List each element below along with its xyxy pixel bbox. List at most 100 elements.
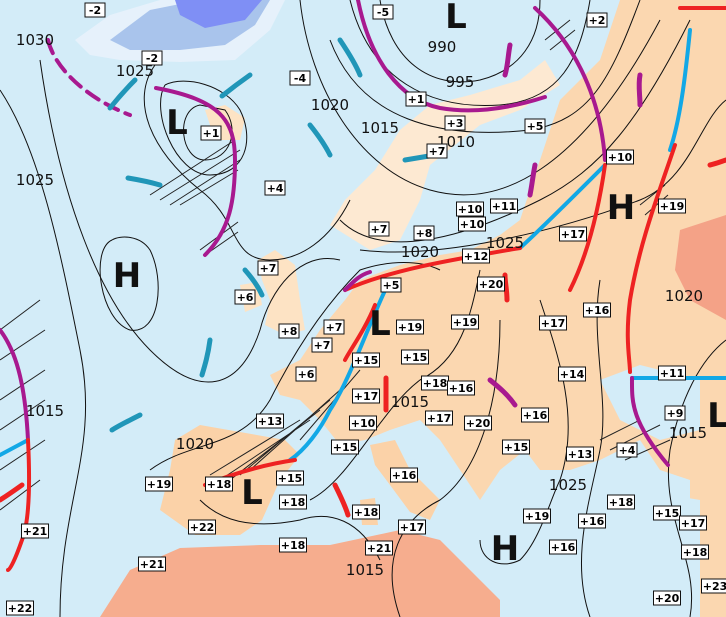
occluded-front-russia <box>533 6 607 162</box>
temperature-value: +18 <box>683 546 708 559</box>
temperature-value: +13 <box>568 448 593 461</box>
temperature-value: +6 <box>237 291 254 304</box>
occluded-front-north <box>356 0 547 113</box>
temperature-label: +15 <box>401 349 429 365</box>
temperature-label-box <box>352 352 380 368</box>
temperature-label-box <box>607 494 635 510</box>
temperature-label-box <box>578 513 606 529</box>
temperature-value: +16 <box>392 469 417 482</box>
temperature-label-box <box>138 556 166 572</box>
temperature-value: +15 <box>278 472 303 485</box>
temperature-label: +2 <box>586 12 608 28</box>
temperature-label: +6 <box>234 289 256 305</box>
temperature-value: +6 <box>298 368 315 381</box>
temperature-label-box <box>311 337 333 353</box>
temperature-value: +1 <box>203 127 220 140</box>
temperature-label-box <box>451 314 479 330</box>
hot-russia <box>675 215 726 320</box>
temperature-label: +8 <box>413 225 435 241</box>
temperature-value: +19 <box>525 510 550 523</box>
temperature-value: +7 <box>260 262 277 275</box>
temperature-label: +15 <box>502 439 530 455</box>
temperature-value: +7 <box>326 321 343 334</box>
temperature-label-box <box>664 405 686 421</box>
temperature-value: +18 <box>281 539 306 552</box>
temperature-value: +10 <box>351 417 376 430</box>
warm-front-central-south <box>343 303 377 362</box>
low-pressure-label: L <box>707 396 726 436</box>
temperature-label: +17 <box>539 315 567 331</box>
temperature-label: +15 <box>276 470 304 486</box>
temperature-label: -2 <box>84 2 106 18</box>
temperature-label-box <box>205 476 233 492</box>
temperature-label-box <box>586 12 608 28</box>
temperature-value: +16 <box>585 304 610 317</box>
temperature-label: +14 <box>558 366 586 382</box>
temperature-label: +20 <box>653 590 681 606</box>
temperature-value: +19 <box>147 478 172 491</box>
high-pressure-label: H <box>113 256 141 296</box>
temperature-label: +17 <box>559 226 587 242</box>
warm-front-russia <box>568 163 607 292</box>
uk-ireland <box>240 250 305 335</box>
wind-arrows <box>0 37 726 518</box>
temperature-value: +21 <box>23 525 48 538</box>
temperature-label-box <box>365 540 393 556</box>
temperature-value: +16 <box>523 409 548 422</box>
occluded-front-iceland <box>154 86 238 257</box>
temperature-label: +16 <box>521 407 549 423</box>
temperature-value: +11 <box>660 367 685 380</box>
temperature-label: +17 <box>679 515 707 531</box>
temperature-label-box <box>84 2 106 18</box>
black-sea <box>600 365 700 440</box>
temperature-value: +17 <box>681 517 706 530</box>
temperature-value: +16 <box>449 382 474 395</box>
temperature-label-box <box>256 413 284 429</box>
temperature-value: +18 <box>281 496 306 509</box>
temperature-label-box <box>279 537 307 553</box>
temperature-label-box <box>502 439 530 455</box>
temperature-label: +22 <box>188 519 216 535</box>
temperature-label: +10 <box>606 149 634 165</box>
temperature-label: +7 <box>311 337 333 353</box>
pressure-systems: L H L H L L H L <box>113 0 726 569</box>
temperature-value: +16 <box>580 515 605 528</box>
isobar-label: 1020 <box>311 96 349 114</box>
temperature-value: +21 <box>367 542 392 555</box>
temperature-label-box <box>279 494 307 510</box>
temperature-value: +5 <box>383 279 400 292</box>
temperature-value: +19 <box>453 316 478 329</box>
temperature-label: +12 <box>462 248 490 264</box>
temperature-label: +13 <box>566 446 594 462</box>
temperature-value: +16 <box>551 541 576 554</box>
isobar-label: 1015 <box>26 402 64 420</box>
temperature-value: -4 <box>294 72 307 85</box>
temperature-label: +18 <box>352 504 380 520</box>
temperature-value: -2 <box>146 52 158 65</box>
temperature-label-box <box>289 70 311 86</box>
temperature-label: +18 <box>279 494 307 510</box>
temperature-label: +11 <box>658 365 686 381</box>
temperature-label: +10 <box>456 201 484 217</box>
temperature-label-box <box>456 201 484 217</box>
temperature-label-box <box>257 260 279 276</box>
temperature-label-box <box>606 149 634 165</box>
temperature-value: +17 <box>354 390 379 403</box>
temperature-value: +15 <box>655 507 680 520</box>
temperature-label-box <box>616 442 638 458</box>
temperature-label-box <box>234 289 256 305</box>
isobar-label: 1025 <box>486 234 524 252</box>
temperature-value: +15 <box>403 351 428 364</box>
temperature-value: +20 <box>466 417 491 430</box>
temperature-label: +19 <box>451 314 479 330</box>
temperature-value: -2 <box>89 4 101 17</box>
isobar-label: 1025 <box>549 476 587 494</box>
temperature-label: +18 <box>205 476 233 492</box>
temperature-label: +21 <box>21 523 49 539</box>
temperature-label: +16 <box>447 380 475 396</box>
occluded-front-blacksea <box>629 376 670 467</box>
temperature-label-box <box>458 216 486 232</box>
temperature-label-box <box>653 505 681 521</box>
